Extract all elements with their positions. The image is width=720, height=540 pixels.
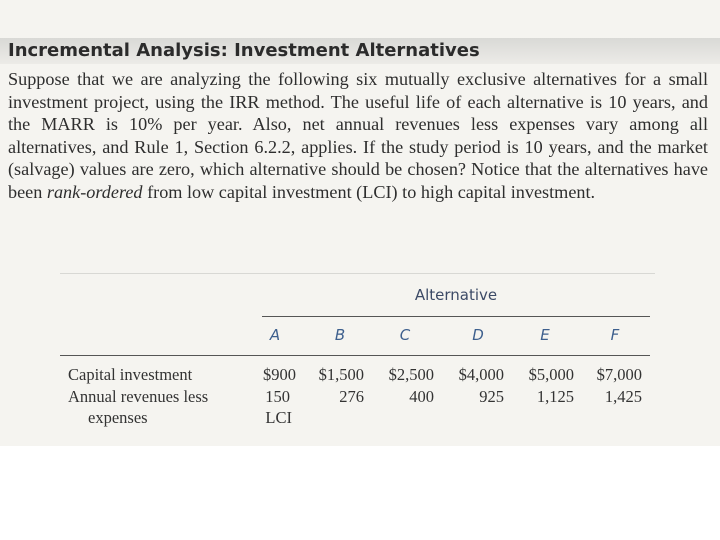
column-header: F bbox=[610, 326, 620, 344]
cell: $2,500 bbox=[388, 365, 434, 384]
note: LCI bbox=[265, 408, 292, 427]
column-header: E bbox=[540, 326, 550, 344]
title: Incremental Analysis: Investment Alterna… bbox=[0, 38, 720, 64]
group-header: Alternative bbox=[414, 286, 498, 304]
cell: $4,000 bbox=[458, 365, 504, 384]
cell: 1,125 bbox=[536, 387, 574, 406]
text: Suppose that we are analyzing the follow… bbox=[8, 69, 708, 202]
column-header: A bbox=[269, 326, 281, 344]
paragraph: Suppose that we are analyzing the follow… bbox=[8, 68, 708, 203]
column-header: B bbox=[334, 326, 346, 344]
cell: 1,425 bbox=[604, 387, 642, 406]
cell: 276 bbox=[339, 387, 364, 406]
cell: $7,000 bbox=[596, 365, 642, 384]
scan-background bbox=[0, 0, 720, 446]
column-header: D bbox=[472, 326, 484, 344]
cell: $900 bbox=[263, 365, 296, 384]
rule bbox=[262, 316, 650, 317]
cell: 150 bbox=[265, 387, 290, 406]
cell: 925 bbox=[479, 387, 504, 406]
text: from low capital investment (LCI) to hig… bbox=[142, 181, 596, 202]
column-header: C bbox=[399, 326, 411, 344]
rule bbox=[60, 355, 650, 356]
emphasis: rank-ordered bbox=[46, 181, 143, 202]
cell: $5,000 bbox=[528, 365, 574, 384]
row-label: Capital investment bbox=[68, 365, 193, 384]
cell: $1,500 bbox=[318, 365, 364, 384]
row-label: Annual revenues less expenses bbox=[68, 387, 209, 427]
rule bbox=[60, 273, 655, 274]
cell: 400 bbox=[409, 387, 434, 406]
